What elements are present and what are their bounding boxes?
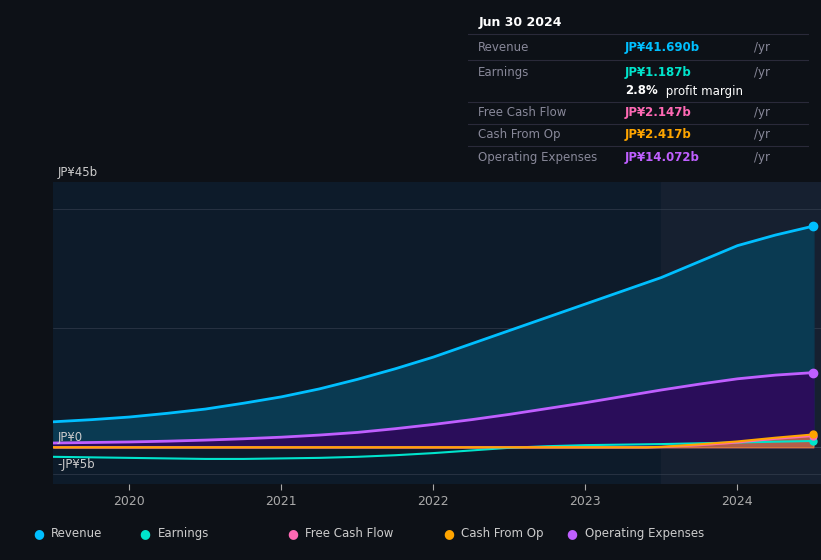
Text: Earnings: Earnings bbox=[478, 66, 530, 79]
Text: /yr: /yr bbox=[754, 151, 770, 164]
Text: profit margin: profit margin bbox=[663, 85, 743, 97]
Text: Earnings: Earnings bbox=[158, 526, 209, 540]
Text: ●: ● bbox=[33, 526, 44, 540]
Text: JP¥41.690b: JP¥41.690b bbox=[625, 41, 699, 54]
Text: JP¥1.187b: JP¥1.187b bbox=[625, 66, 691, 79]
Text: ●: ● bbox=[566, 526, 577, 540]
Text: JP¥2.147b: JP¥2.147b bbox=[625, 106, 691, 119]
Text: JP¥14.072b: JP¥14.072b bbox=[625, 151, 699, 164]
Text: JP¥2.417b: JP¥2.417b bbox=[625, 128, 691, 141]
Text: -JP¥5b: -JP¥5b bbox=[57, 458, 95, 471]
Text: Revenue: Revenue bbox=[478, 41, 530, 54]
Text: Cash From Op: Cash From Op bbox=[461, 526, 544, 540]
Text: JP¥45b: JP¥45b bbox=[57, 166, 98, 179]
Text: Revenue: Revenue bbox=[51, 526, 103, 540]
Text: ●: ● bbox=[443, 526, 454, 540]
Text: Operating Expenses: Operating Expenses bbox=[585, 526, 704, 540]
Text: Cash From Op: Cash From Op bbox=[478, 128, 561, 141]
Text: Free Cash Flow: Free Cash Flow bbox=[478, 106, 566, 119]
Bar bbox=[662, 182, 821, 484]
Text: /yr: /yr bbox=[754, 41, 770, 54]
Text: /yr: /yr bbox=[754, 106, 770, 119]
Text: JP¥0: JP¥0 bbox=[57, 431, 83, 445]
Text: ●: ● bbox=[140, 526, 150, 540]
Text: 2.8%: 2.8% bbox=[625, 85, 658, 97]
Text: Operating Expenses: Operating Expenses bbox=[478, 151, 598, 164]
Text: Free Cash Flow: Free Cash Flow bbox=[305, 526, 394, 540]
Text: ●: ● bbox=[287, 526, 298, 540]
Text: Jun 30 2024: Jun 30 2024 bbox=[478, 16, 562, 29]
Text: /yr: /yr bbox=[754, 66, 770, 79]
Text: /yr: /yr bbox=[754, 128, 770, 141]
